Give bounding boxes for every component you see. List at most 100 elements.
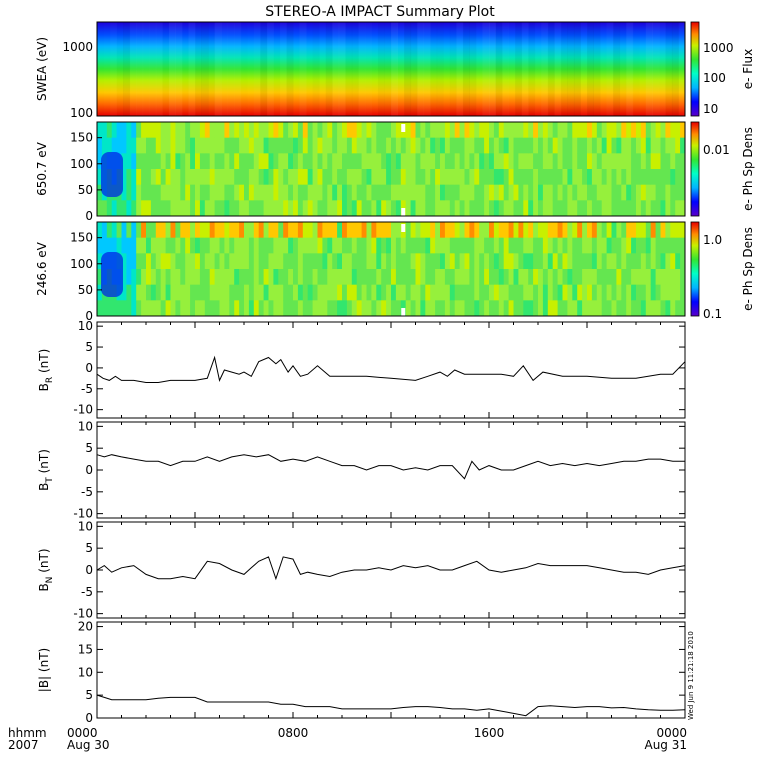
spectrogram-cell — [180, 137, 186, 154]
spectrogram-cell — [405, 237, 411, 254]
spectrogram-cell — [474, 269, 480, 286]
spectrogram-cell — [621, 300, 627, 317]
spectrogram-cell — [185, 169, 191, 186]
spectrogram-cell — [195, 222, 201, 239]
spectrogram-cell — [454, 222, 460, 239]
swea-texture-streak — [156, 22, 163, 116]
spectrogram-cell — [121, 253, 127, 270]
spectrogram-cell — [376, 237, 382, 254]
spectrogram-cell — [263, 169, 269, 186]
spectrogram-cell — [283, 184, 289, 201]
spectrogram-cell — [121, 200, 127, 217]
spectrogram-cell — [136, 269, 142, 286]
swea-texture-streak — [554, 22, 561, 116]
spectrogram-cell — [484, 222, 490, 239]
spectrogram-cell — [268, 222, 274, 239]
spectrogram-cell — [484, 253, 490, 270]
spectrogram-cell — [474, 122, 480, 139]
spectrogram-cell — [297, 284, 304, 301]
swea-texture-streak — [306, 22, 313, 116]
spectrogram-cell — [141, 153, 147, 170]
spectrogram-cell — [601, 122, 607, 139]
spectrogram-cell — [621, 253, 627, 270]
spectrogram-cell — [415, 222, 421, 239]
spectrogram-cell — [528, 137, 534, 154]
spectrogram-cell — [258, 269, 264, 286]
spectrogram-cell — [337, 269, 343, 286]
spectrogram-cell — [97, 169, 103, 186]
spectrogram-cell — [322, 153, 328, 170]
spectrogram-cell — [170, 153, 176, 170]
pad-246-spectrogram — [97, 222, 686, 317]
spectrogram-cell — [175, 284, 181, 301]
spectrogram-cell — [288, 184, 294, 201]
spectrogram-cell — [391, 200, 397, 217]
swea-texture-streak — [443, 22, 450, 116]
spectrogram-cell — [479, 122, 485, 139]
spectrogram-cell — [361, 222, 367, 239]
spectrogram-cell — [356, 169, 362, 186]
spectrogram-cell — [165, 284, 171, 301]
spectrogram-cell — [244, 300, 250, 317]
swea-ytick: 100 — [70, 106, 93, 120]
spectrogram-cell — [322, 184, 328, 201]
spectrogram-cell — [307, 237, 313, 254]
spectrogram-cell — [675, 153, 681, 170]
spectrogram-cell — [356, 237, 362, 254]
spectrogram-cell — [636, 184, 642, 201]
swea-texture-streak — [117, 22, 124, 116]
spectrogram-cell — [332, 237, 338, 254]
spectrogram-cell — [381, 269, 387, 286]
spectrogram-cell — [224, 137, 230, 154]
spectrogram-cell — [307, 253, 313, 270]
spectrogram-cell — [582, 300, 588, 317]
spectrogram-cell — [513, 300, 519, 317]
spectrogram-cell — [552, 300, 558, 317]
spectrogram-cell — [518, 237, 524, 254]
spectrogram-cell — [361, 300, 367, 317]
spectrogram-cell — [371, 269, 377, 286]
spectrogram-cell — [552, 284, 558, 301]
spectrogram-cell — [307, 222, 313, 239]
swea-texture-streak — [430, 22, 437, 116]
spectrogram-cell — [131, 237, 137, 254]
spectrogram-cell — [611, 169, 617, 186]
spectrogram-cell — [248, 169, 255, 186]
swea-texture-streak — [560, 22, 568, 116]
spectrogram-cell — [596, 184, 603, 201]
spectrogram-cell — [567, 300, 573, 317]
time-axis-row-label: hhmm — [8, 726, 47, 740]
spectrogram-cell — [665, 122, 671, 139]
spectrogram-cell — [680, 200, 686, 217]
spectrogram-cell — [317, 137, 323, 154]
spectrogram-cell — [268, 137, 274, 154]
spectrogram-cell — [645, 200, 652, 217]
spectrogram-cell — [621, 122, 627, 139]
spectrogram-cell — [268, 269, 274, 286]
spectrogram-cell — [547, 137, 554, 154]
ylabel-unit: (nT) — [37, 548, 51, 576]
spectrogram-cell — [444, 253, 451, 270]
spectrogram-cell — [479, 137, 485, 154]
spectrogram-cell — [435, 300, 441, 317]
spectrogram-cell — [170, 200, 176, 217]
spectrogram-cell — [567, 184, 573, 201]
spectrogram-cell — [523, 300, 529, 317]
swea-texture-streak — [208, 22, 215, 116]
spectrogram-cell — [547, 200, 554, 217]
ytick-label: -5 — [81, 382, 93, 396]
spectrogram-cell — [430, 153, 436, 170]
spectrogram-cell — [542, 284, 549, 301]
spectrogram-cell — [327, 237, 333, 254]
spectrogram-cell — [675, 169, 681, 186]
spectrogram-cell — [327, 269, 333, 286]
spectrogram-cell — [170, 184, 176, 201]
spectrogram-cell — [136, 200, 142, 217]
spectrogram-cell — [297, 169, 304, 186]
spectrogram-cell — [244, 222, 250, 239]
spectrogram-cell — [449, 184, 456, 201]
swea-texture-streak — [547, 22, 555, 116]
spectrogram-cell — [513, 122, 519, 139]
spectrogram-cell — [640, 153, 647, 170]
spectrogram-cell — [146, 284, 152, 301]
